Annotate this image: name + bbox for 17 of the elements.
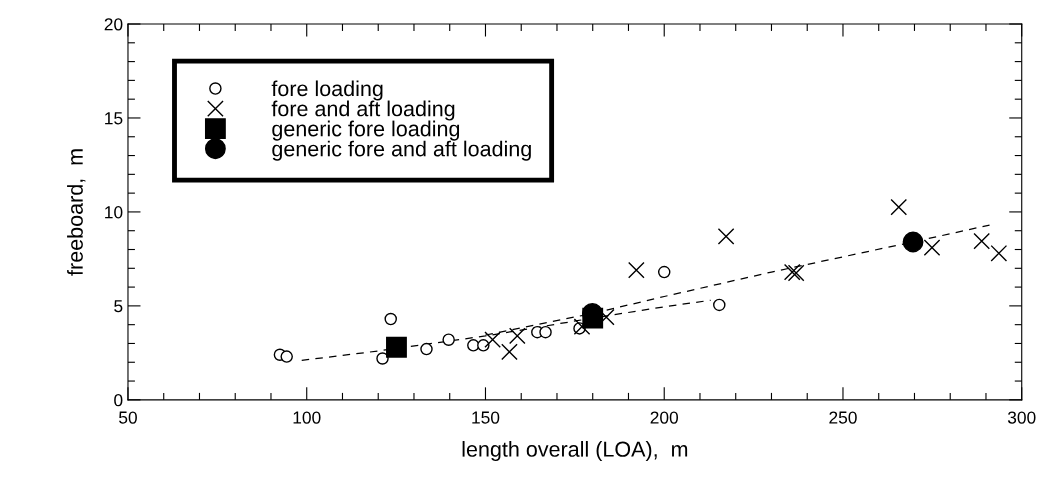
x-tick-label: 300 xyxy=(1007,411,1036,424)
y-tick-label: 15 xyxy=(105,112,123,125)
x-tick-label: 50 xyxy=(119,411,137,424)
y-tick-label: 20 xyxy=(104,18,123,31)
legend-label: fore and aft loading xyxy=(271,100,455,121)
y-axis-title: freeboard, m xyxy=(67,149,86,276)
y-tick-label: 0 xyxy=(114,394,123,407)
legend-label: generic fore and aft loading xyxy=(272,140,531,161)
x-tick-label: 100 xyxy=(293,411,321,424)
y-tick-label: 10 xyxy=(105,206,123,219)
legend-label: fore loading xyxy=(271,80,383,101)
x-tick-label: 200 xyxy=(650,411,679,424)
x-axis-title: length overall (LOA), m xyxy=(462,441,688,462)
legend-label: generic fore loading xyxy=(272,120,460,141)
x-tick-label: 250 xyxy=(829,411,857,424)
y-tick-label: 5 xyxy=(114,300,123,313)
x-tick-label: 150 xyxy=(472,411,500,424)
